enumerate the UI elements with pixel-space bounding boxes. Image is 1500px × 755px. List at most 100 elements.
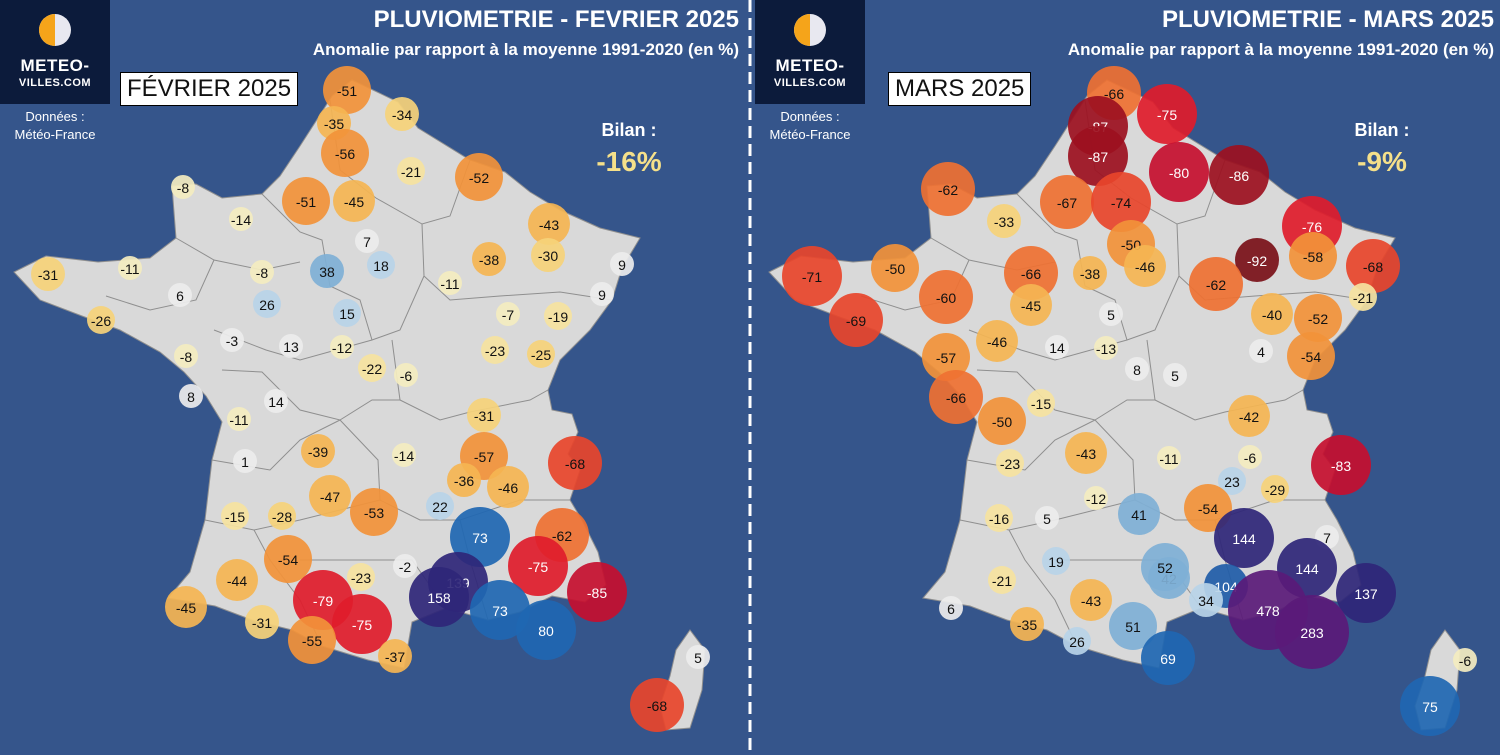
station-bubble[interactable]: -6 bbox=[394, 363, 418, 387]
station-bubble[interactable]: 23 bbox=[1218, 467, 1246, 495]
station-bubble[interactable]: -23 bbox=[996, 449, 1024, 477]
station-bubble[interactable]: -23 bbox=[347, 563, 375, 591]
station-bubble[interactable]: -2 bbox=[393, 554, 417, 578]
station-bubble[interactable]: -39 bbox=[301, 434, 335, 468]
station-bubble[interactable]: 18 bbox=[367, 251, 395, 279]
station-bubble[interactable]: -26 bbox=[87, 306, 115, 334]
station-bubble[interactable]: -86 bbox=[1209, 145, 1269, 205]
station-bubble[interactable]: 137 bbox=[1336, 563, 1396, 623]
station-bubble[interactable]: -31 bbox=[467, 398, 501, 432]
station-bubble[interactable]: -14 bbox=[229, 207, 253, 231]
station-bubble[interactable]: -42 bbox=[1228, 395, 1270, 437]
station-bubble[interactable]: 5 bbox=[1163, 363, 1187, 387]
station-bubble[interactable]: -25 bbox=[527, 340, 555, 368]
station-bubble[interactable]: -6 bbox=[1238, 445, 1262, 469]
station-bubble[interactable]: -3 bbox=[220, 328, 244, 352]
station-bubble[interactable]: -8 bbox=[171, 175, 195, 199]
station-bubble[interactable]: -85 bbox=[567, 562, 627, 622]
station-bubble[interactable]: -55 bbox=[288, 616, 336, 664]
meteo-villes-logo[interactable]: METEO- VILLES.COM bbox=[0, 0, 110, 104]
station-bubble[interactable]: -40 bbox=[1251, 293, 1293, 335]
station-bubble[interactable]: -75 bbox=[332, 594, 392, 654]
station-bubble[interactable]: 14 bbox=[264, 389, 288, 413]
station-bubble[interactable]: 7 bbox=[355, 229, 379, 253]
station-bubble[interactable]: -43 bbox=[1070, 579, 1112, 621]
station-bubble[interactable]: 158 bbox=[409, 567, 469, 627]
station-bubble[interactable]: 5 bbox=[1035, 506, 1059, 530]
station-bubble[interactable]: -12 bbox=[1084, 486, 1108, 510]
station-bubble[interactable]: -75 bbox=[1137, 84, 1197, 144]
station-bubble[interactable]: -54 bbox=[1287, 332, 1335, 380]
station-bubble[interactable]: -36 bbox=[447, 463, 481, 497]
station-bubble[interactable]: -8 bbox=[174, 344, 198, 368]
station-bubble[interactable]: -43 bbox=[528, 203, 570, 245]
station-bubble[interactable]: -69 bbox=[829, 293, 883, 347]
station-bubble[interactable]: -92 bbox=[1235, 238, 1279, 282]
station-bubble[interactable]: -62 bbox=[921, 162, 975, 216]
station-bubble[interactable]: -15 bbox=[221, 502, 249, 530]
station-bubble[interactable]: -14 bbox=[392, 443, 416, 467]
station-bubble[interactable]: -28 bbox=[268, 502, 296, 530]
station-bubble[interactable]: -71 bbox=[782, 246, 842, 306]
station-bubble[interactable]: 8 bbox=[179, 384, 203, 408]
station-bubble[interactable]: -52 bbox=[1294, 294, 1342, 342]
station-bubble[interactable]: -68 bbox=[1346, 239, 1400, 293]
station-bubble[interactable]: -87 bbox=[1068, 126, 1128, 186]
station-bubble[interactable]: -21 bbox=[988, 566, 1016, 594]
station-bubble[interactable]: -60 bbox=[919, 270, 973, 324]
station-bubble[interactable]: -68 bbox=[548, 436, 602, 490]
station-bubble[interactable]: 73 bbox=[470, 580, 530, 640]
station-bubble[interactable]: 5 bbox=[686, 645, 710, 669]
station-bubble[interactable]: 6 bbox=[168, 283, 192, 307]
station-bubble[interactable]: -33 bbox=[987, 204, 1021, 238]
station-bubble[interactable]: -68 bbox=[630, 678, 684, 732]
station-bubble[interactable]: 26 bbox=[253, 290, 281, 318]
station-bubble[interactable]: -62 bbox=[1189, 257, 1243, 311]
station-bubble[interactable]: -54 bbox=[264, 535, 312, 583]
station-bubble[interactable]: -74 bbox=[1091, 172, 1151, 232]
station-bubble[interactable]: -43 bbox=[1065, 432, 1107, 474]
station-bubble[interactable]: -35 bbox=[1010, 607, 1044, 641]
station-bubble[interactable]: -38 bbox=[472, 242, 506, 276]
station-bubble[interactable]: 26 bbox=[1063, 627, 1091, 655]
station-bubble[interactable]: 34 bbox=[1189, 583, 1223, 617]
station-bubble[interactable]: 144 bbox=[1214, 508, 1274, 568]
station-bubble[interactable]: -47 bbox=[309, 475, 351, 517]
meteo-villes-logo[interactable]: METEO- VILLES.COM bbox=[755, 0, 865, 104]
station-bubble[interactable]: -67 bbox=[1040, 175, 1094, 229]
station-bubble[interactable]: -44 bbox=[216, 559, 258, 601]
station-bubble[interactable]: -52 bbox=[455, 153, 503, 201]
station-bubble[interactable]: -19 bbox=[544, 302, 572, 330]
station-bubble[interactable]: 52 bbox=[1141, 543, 1189, 591]
station-bubble[interactable]: -15 bbox=[1027, 389, 1055, 417]
station-bubble[interactable]: -6 bbox=[1453, 648, 1477, 672]
station-bubble[interactable]: -80 bbox=[1149, 142, 1209, 202]
station-bubble[interactable]: -38 bbox=[1073, 256, 1107, 290]
station-bubble[interactable]: -45 bbox=[1010, 284, 1052, 326]
station-bubble[interactable]: 9 bbox=[610, 252, 634, 276]
station-bubble[interactable]: -31 bbox=[31, 257, 65, 291]
station-bubble[interactable]: -46 bbox=[976, 320, 1018, 362]
station-bubble[interactable]: 19 bbox=[1042, 547, 1070, 575]
station-bubble[interactable]: -37 bbox=[378, 639, 412, 673]
station-bubble[interactable]: 73 bbox=[450, 507, 510, 567]
station-bubble[interactable]: 38 bbox=[310, 254, 344, 288]
station-bubble[interactable]: -50 bbox=[871, 244, 919, 292]
station-bubble[interactable]: -51 bbox=[282, 177, 330, 225]
station-bubble[interactable]: -11 bbox=[438, 271, 462, 295]
station-bubble[interactable]: -57 bbox=[922, 333, 970, 381]
station-bubble[interactable]: -53 bbox=[350, 488, 398, 536]
station-bubble[interactable]: -56 bbox=[321, 129, 369, 177]
station-bubble[interactable]: -11 bbox=[118, 256, 142, 280]
station-bubble[interactable]: 13 bbox=[279, 334, 303, 358]
station-bubble[interactable]: 5 bbox=[1099, 302, 1123, 326]
station-bubble[interactable]: -8 bbox=[250, 260, 274, 284]
station-bubble[interactable]: -45 bbox=[333, 180, 375, 222]
station-bubble[interactable]: -21 bbox=[397, 157, 425, 185]
station-bubble[interactable]: 9 bbox=[590, 282, 614, 306]
station-bubble[interactable]: 8 bbox=[1125, 357, 1149, 381]
station-bubble[interactable]: -66 bbox=[929, 370, 983, 424]
station-bubble[interactable]: -11 bbox=[227, 407, 251, 431]
station-bubble[interactable]: -51 bbox=[323, 66, 371, 114]
station-bubble[interactable]: -31 bbox=[245, 605, 279, 639]
